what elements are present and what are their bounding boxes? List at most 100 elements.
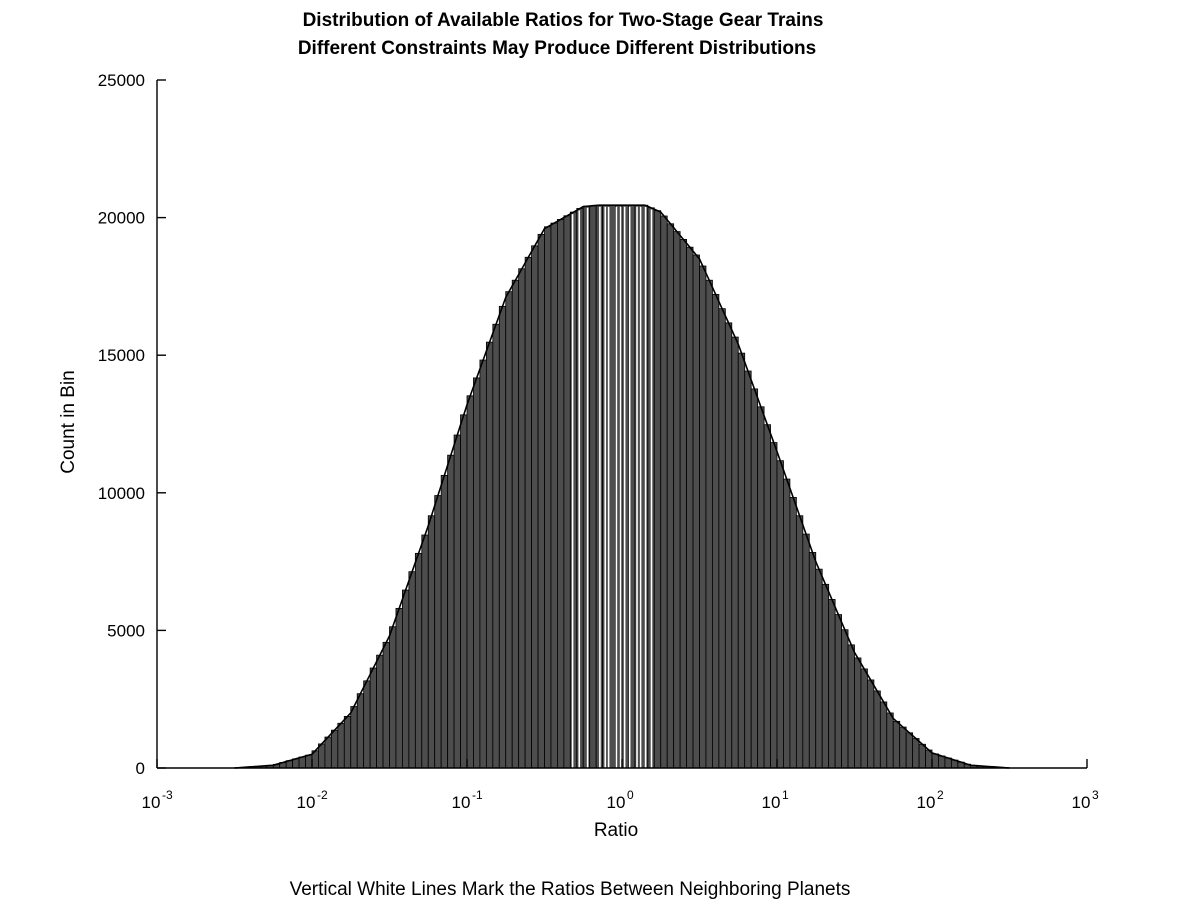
- histogram-bar: [802, 533, 810, 769]
- histogram-bar: [640, 204, 649, 769]
- histogram-bar: [608, 204, 616, 769]
- histogram-bar: [686, 246, 694, 769]
- histogram-bar: [899, 726, 907, 769]
- histogram-bar: [421, 534, 429, 769]
- histogram-bar: [783, 478, 791, 769]
- histogram-bar: [582, 205, 591, 769]
- histogram-bar: [395, 607, 403, 769]
- histogram-bar: [692, 254, 700, 769]
- histogram-bar: [447, 454, 455, 769]
- x-tick-exponent: -3: [162, 788, 173, 802]
- histogram-bar: [770, 442, 778, 769]
- histogram-bar: [557, 219, 565, 769]
- histogram-bar: [537, 233, 545, 769]
- histogram-bar: [918, 743, 926, 769]
- histogram-bar: [350, 706, 358, 769]
- histogram-bar: [356, 693, 365, 769]
- histogram-bar: [673, 231, 681, 769]
- histogram-bar: [867, 679, 875, 769]
- histogram-bar: [511, 279, 520, 769]
- histogram-bar: [666, 223, 675, 769]
- histogram-bar: [544, 226, 552, 769]
- histogram-bar: [460, 414, 468, 769]
- x-tick-exponent: -2: [317, 788, 328, 802]
- histogram-bar: [699, 265, 707, 769]
- neighbor-ratio-markers: [571, 206, 653, 768]
- x-tick-label: 10: [1072, 793, 1091, 812]
- x-tick-exponent: 2: [937, 788, 944, 802]
- y-ticks: 0 5000 10000 15000 20000 25000: [98, 71, 166, 778]
- x-tick-exponent: 1: [782, 788, 789, 802]
- chart-title: Distribution of Available Ratios for Two…: [303, 10, 824, 31]
- x-tick-label: 10: [762, 793, 781, 812]
- histogram-bar: [550, 222, 558, 769]
- histogram-bar: [763, 424, 771, 769]
- histogram-bar: [330, 729, 339, 769]
- histogram-bar: [505, 291, 513, 769]
- histogram-bar: [343, 716, 352, 769]
- histogram-bars: [234, 204, 1010, 769]
- y-tick-label: 15000: [98, 346, 145, 365]
- x-axis-label: Ratio: [594, 820, 638, 841]
- y-tick-label: 0: [136, 759, 145, 778]
- y-tick-label: 25000: [98, 71, 145, 90]
- histogram-bar: [705, 279, 713, 769]
- x-tick-label: 10: [607, 793, 626, 812]
- histogram-bar: [498, 305, 507, 769]
- histogram-bar: [305, 754, 313, 769]
- histogram-bar: [737, 352, 746, 769]
- histogram-bar: [892, 720, 901, 769]
- histogram-bar: [492, 323, 500, 769]
- histogram-bar: [440, 474, 449, 769]
- histogram-bar: [337, 722, 345, 769]
- histogram-bar: [938, 755, 946, 769]
- histogram-bar: [569, 211, 578, 769]
- histogram-bar: [731, 336, 739, 769]
- histogram-bar: [821, 583, 830, 769]
- histogram-bar: [724, 322, 733, 769]
- histogram-bar: [479, 359, 487, 769]
- x-ticks: 10 -3 10 -2 10 -1 10 0 10 1 10 2 10 3: [142, 759, 1099, 812]
- histogram-bar: [815, 568, 823, 769]
- histogram-bar: [653, 210, 662, 769]
- histogram-bar: [524, 256, 532, 769]
- x-tick-label: 10: [142, 793, 161, 812]
- x-tick-exponent: 0: [627, 788, 634, 802]
- histogram-bar: [427, 515, 436, 769]
- histogram-bar: [931, 753, 939, 769]
- x-tick-label: 10: [452, 793, 471, 812]
- histogram-bar: [789, 496, 797, 769]
- histogram-bar: [318, 743, 326, 769]
- histogram-bar: [298, 756, 306, 769]
- histogram-bar: [776, 460, 784, 769]
- y-axis-label: Count in Bin: [58, 370, 79, 474]
- histogram-bar: [879, 701, 888, 769]
- histogram-bar: [860, 668, 868, 769]
- histogram-bar: [434, 495, 442, 769]
- histogram-bar: [382, 641, 390, 769]
- histogram-bar: [841, 629, 849, 769]
- histogram-bar: [757, 406, 765, 769]
- histogram-bar: [795, 515, 804, 769]
- histogram-bar: [750, 388, 759, 769]
- histogram-bar: [905, 732, 914, 769]
- x-tick-exponent: -1: [472, 788, 483, 802]
- y-tick-label: 20000: [98, 209, 145, 228]
- histogram-bar: [473, 377, 481, 769]
- histogram-bar: [834, 614, 842, 769]
- histogram-bar: [712, 294, 720, 769]
- x-tick-label: 10: [297, 793, 316, 812]
- histogram-bar: [563, 215, 571, 769]
- histogram-bar: [912, 738, 920, 769]
- histogram-bar: [531, 245, 539, 769]
- histogram-bar: [808, 552, 817, 769]
- y-tick-label: 10000: [98, 484, 145, 503]
- histogram-bar: [589, 205, 597, 769]
- histogram-bar: [389, 626, 397, 769]
- histogram-bar: [854, 657, 862, 769]
- histogram-bar: [718, 308, 726, 769]
- chart-subtitle: Different Constraints May Produce Differ…: [298, 38, 816, 59]
- histogram-bar: [847, 644, 855, 769]
- distribution-outline: [234, 204, 1010, 769]
- histogram-bar: [408, 571, 416, 769]
